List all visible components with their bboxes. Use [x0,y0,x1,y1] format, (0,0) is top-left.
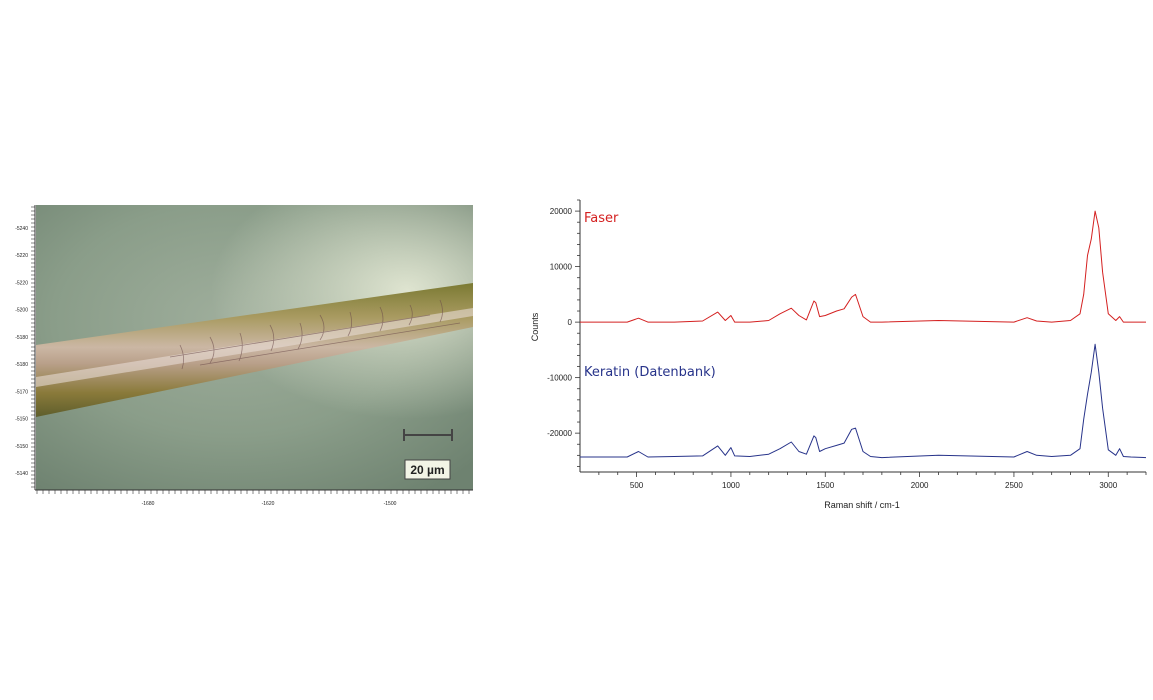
x-tick-label: 500 [630,481,644,490]
x-tick-label: 3000 [1099,481,1117,490]
micrograph-panel: -5240 -5220 -5220 -5200 -5180 -5180 -5170 -5150… [0,195,480,515]
micrograph-y-tick-label: -5180 [15,362,28,368]
y-tick-label: 10000 [550,263,573,272]
micrograph-x-tick-label: -1620 [262,501,275,507]
series-line-faser [580,210,1146,323]
micrograph-y-tick-label: -5180 [15,335,28,341]
micrograph-y-tick-label: -5150 [15,417,28,423]
y-tick-label: -10000 [547,374,572,383]
micrograph-y-tick-label: -5240 [15,226,28,232]
micrograph-x-tick-label: -1680 [142,501,155,507]
fiber-cuticle-pattern [169,299,461,370]
micrograph-y-tick-label: -5150 [15,444,28,450]
y-tick-label: 0 [568,318,573,327]
x-axis-label: Raman shift / cm-1 [824,500,900,510]
micrograph-y-tick-label: -5140 [15,471,28,477]
scale-bar-box [404,459,451,480]
micrograph-y-tick-label: -5170 [15,389,28,395]
x-tick-label: 1000 [722,481,740,490]
raman-chart-panel: 500 1000 1500 2000 2500 3000 20000 10000 0 -10000… [520,190,1153,520]
micrograph-x-tick-label: -1500 [384,501,397,507]
scale-bar-label: 20 µm [410,463,444,477]
micrograph-y-tick-label: -5220 [15,280,28,286]
raman-chart: 500 1000 1500 2000 2500 3000 20000 10000 0 -10000… [530,199,1147,510]
y-tick-label: -20000 [547,429,572,438]
x-tick-label: 2500 [1005,481,1023,490]
series-label-keratin: Keratin (Datenbank) [584,365,716,380]
y-tick-label: 20000 [550,207,573,216]
micrograph-y-tick-label: -5220 [15,253,28,259]
x-tick-label: 2000 [911,481,929,490]
micrograph: -5240 -5220 -5220 -5200 -5180 -5180 -5170 -5150… [15,205,473,507]
series-label-faser: Faser [584,211,619,226]
fiber-highlight [36,308,473,387]
x-tick-label: 1500 [816,481,834,490]
series-line-keratin [580,343,1147,459]
micrograph-y-tick-label: -5200 [15,308,28,314]
y-axis-label: Counts [530,312,540,341]
